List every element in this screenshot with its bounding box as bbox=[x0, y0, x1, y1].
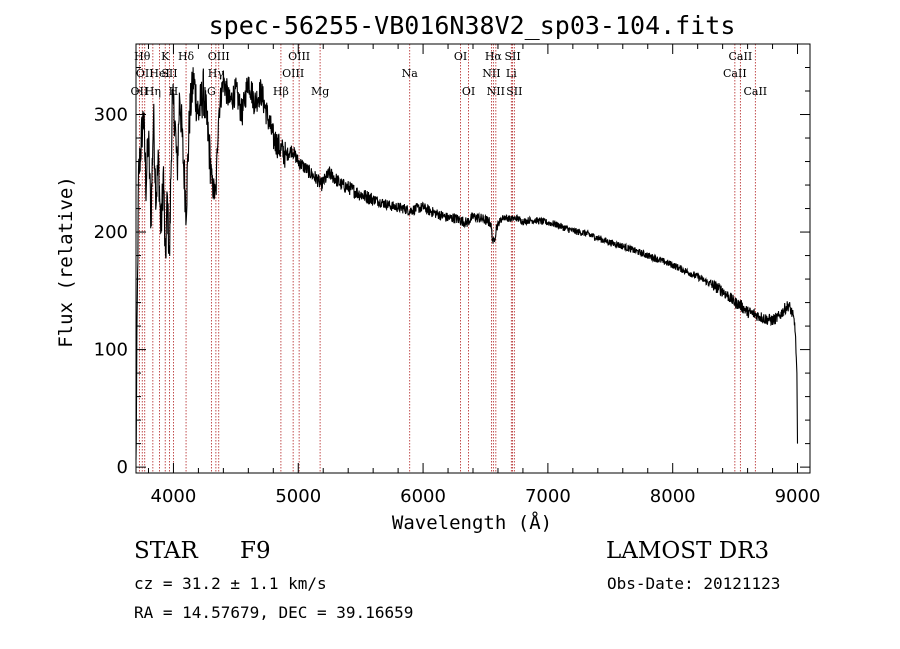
line-label-1: Hθ bbox=[134, 50, 151, 63]
x-tick-label: 9000 bbox=[775, 486, 821, 507]
spectral-line-markers bbox=[138, 44, 756, 473]
y-tick-label: 100 bbox=[94, 340, 128, 361]
x-tick-label: 4000 bbox=[151, 486, 197, 507]
line-label-20: Hα bbox=[485, 50, 503, 63]
line-label-23: SII bbox=[504, 50, 520, 63]
line-label-24: SII bbox=[506, 85, 522, 98]
line-label-17: OI bbox=[454, 50, 467, 63]
line-label-14: OIII bbox=[288, 50, 310, 63]
line-label-2: OII bbox=[136, 67, 154, 80]
line-label-13: OIII bbox=[282, 67, 304, 80]
x-tick-label: 8000 bbox=[650, 486, 696, 507]
x-axis-ticks: 4000 5000 6000 7000 8000 9000 bbox=[147, 44, 821, 507]
line-label-26: CaII bbox=[729, 50, 753, 63]
line-label-5: K bbox=[161, 50, 170, 63]
object-class: STAR bbox=[134, 538, 198, 564]
y-tick-label: 200 bbox=[94, 222, 128, 243]
line-label-18: OI bbox=[462, 85, 475, 98]
line-label-19: NII bbox=[482, 67, 500, 80]
y-axis-ticks: 0 100 200 300 bbox=[94, 67, 810, 478]
x-tick-label: 7000 bbox=[525, 486, 571, 507]
x-axis-label: Wavelength (Å) bbox=[392, 511, 552, 534]
y-tick-label: 0 bbox=[117, 457, 128, 478]
survey-name: LAMOST DR3 bbox=[606, 538, 770, 564]
line-label-12: Hβ bbox=[273, 85, 289, 98]
line-label-4: HeI bbox=[149, 67, 169, 80]
spectrum-series-line bbox=[135, 67, 799, 460]
line-label-16: Na bbox=[402, 67, 419, 80]
observation-date: Obs-Date: 20121123 bbox=[607, 574, 781, 593]
y-axis-label: Flux (relative) bbox=[55, 176, 77, 348]
line-label-6: SII bbox=[161, 67, 177, 80]
x-tick-label: 6000 bbox=[400, 486, 446, 507]
line-label-22: Li bbox=[506, 67, 517, 80]
plot-frame bbox=[135, 43, 811, 474]
line-label-21: NII bbox=[487, 85, 505, 98]
line-label-25: CaII bbox=[723, 67, 747, 80]
line-label-8: Hδ bbox=[178, 50, 195, 63]
line-label-3: Hη bbox=[145, 85, 161, 98]
line-label-10: Hγ bbox=[208, 67, 225, 80]
chart-title: spec-56255-VB016N38V2_sp03-104.fits bbox=[209, 11, 736, 40]
coordinates: RA = 14.57679, DEC = 39.16659 bbox=[134, 603, 414, 622]
line-label-9: G bbox=[207, 85, 216, 98]
line-label-11: OIII bbox=[208, 50, 230, 63]
y-tick-label: 300 bbox=[94, 105, 128, 126]
x-tick-label: 5000 bbox=[275, 486, 321, 507]
line-label-27: CaII bbox=[743, 85, 767, 98]
redshift-value: cz = 31.2 ± 1.1 km/s bbox=[134, 574, 327, 593]
spectral-line-labels: OIIHθOIIHηHeIKSIIHHδGHγOIIIHβOIIIOIIIMgN… bbox=[131, 50, 768, 98]
object-subclass: F9 bbox=[240, 538, 271, 564]
line-label-15: Mg bbox=[311, 85, 329, 98]
